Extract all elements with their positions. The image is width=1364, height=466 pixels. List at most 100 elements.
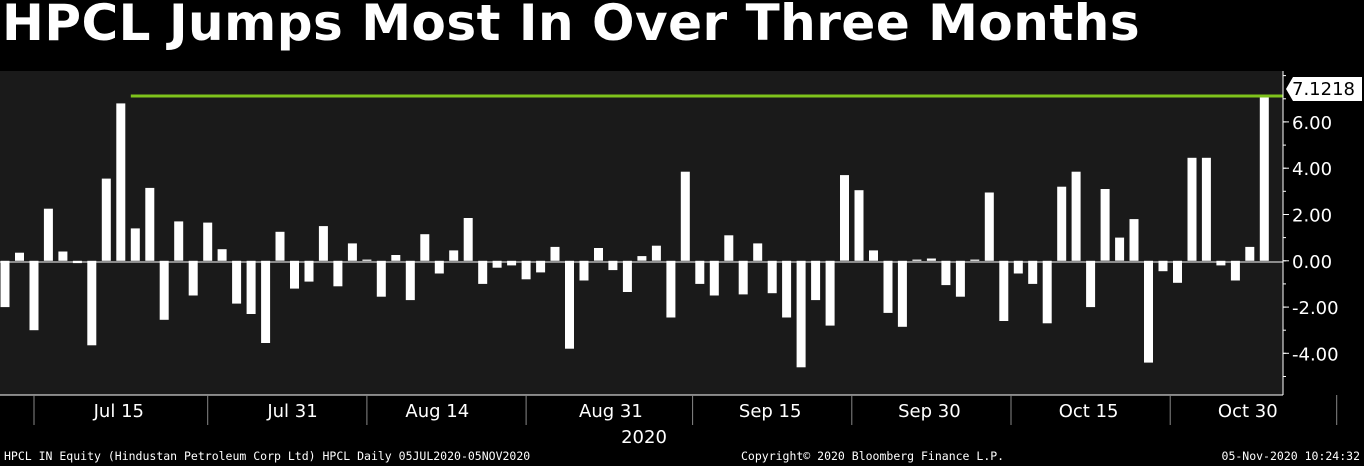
bar [43, 208, 53, 261]
last-value-callout [1286, 76, 1362, 101]
bar [434, 260, 444, 274]
y-tick-label: 0.00 [1292, 252, 1332, 273]
bar [159, 260, 169, 320]
bar [782, 260, 792, 318]
bar [738, 260, 748, 295]
bar [854, 190, 864, 261]
bar [1230, 260, 1240, 281]
x-tick-label: Sep 15 [739, 401, 802, 422]
bar [333, 260, 343, 287]
last-value-label: 7.1218 [1292, 79, 1355, 100]
bar [825, 260, 835, 326]
y-tick-label: -2.00 [1292, 298, 1339, 319]
bar [376, 260, 386, 297]
y-tick-label: 6.00 [1292, 113, 1332, 134]
x-tick-label: Aug 14 [405, 401, 469, 422]
bar [1100, 189, 1110, 261]
bar [796, 260, 806, 368]
bar [1245, 246, 1255, 261]
bar [1071, 171, 1081, 261]
bar [217, 249, 227, 261]
bar [594, 248, 603, 261]
y-tick-label: 4.00 [1292, 159, 1332, 180]
bar [0, 260, 10, 308]
bar [869, 250, 878, 261]
y-axis: 7.1218 6.00 4.00 2.00 0.00 -2.00 -4.00 [1282, 71, 1362, 395]
bar [87, 260, 97, 346]
x-tick-label: Oct 30 [1218, 401, 1278, 422]
bar [926, 258, 936, 261]
bar [811, 260, 821, 301]
bar [1201, 157, 1211, 261]
bar [912, 259, 922, 261]
bar [275, 231, 285, 261]
bar [420, 234, 430, 261]
bar [1144, 260, 1153, 363]
bar [999, 260, 1009, 321]
bar [58, 251, 68, 261]
bar [1057, 186, 1067, 261]
footer-copyright: Copyright© 2020 Bloomberg Finance L.P. [741, 449, 1005, 463]
plot-background [0, 71, 1283, 395]
bar [116, 103, 126, 261]
bar [188, 260, 198, 296]
bar [941, 260, 951, 286]
x-tick-label: Oct 15 [1059, 401, 1119, 422]
bar [318, 226, 328, 261]
bar [232, 260, 242, 304]
bar [203, 222, 213, 261]
chart-title: HPCL Jumps Most In Over Three Months [2, 0, 1141, 52]
bar [1086, 260, 1096, 308]
bar [897, 260, 907, 327]
y-tick-label: 2.00 [1292, 206, 1332, 227]
bar [174, 221, 184, 261]
x-tick-label: Sep 30 [898, 401, 961, 422]
bar [1013, 260, 1023, 274]
x-axis: Jul 15 Jul 31 Aug 14 Aug 31 Sep 15 Sep 30 Oct … [0, 394, 1338, 425]
bar [29, 260, 39, 331]
x-tick-label: Aug 31 [579, 401, 643, 422]
bar [449, 250, 459, 261]
bar [130, 228, 140, 261]
bar [507, 260, 517, 266]
bar [1187, 157, 1197, 261]
bar [391, 255, 401, 261]
bar [767, 260, 777, 294]
bar [290, 260, 299, 289]
bar [492, 260, 502, 268]
bar [536, 260, 546, 273]
bar [680, 171, 690, 261]
bar [1115, 237, 1125, 261]
bar [145, 187, 155, 261]
bar [622, 260, 632, 292]
bar [970, 259, 980, 261]
bar [521, 260, 531, 280]
bar [666, 260, 676, 318]
bar [753, 243, 763, 261]
bar [1259, 96, 1269, 261]
bars-layer [0, 96, 1269, 368]
bar [1158, 260, 1168, 272]
bar [955, 260, 965, 297]
bar [15, 252, 24, 261]
bar [883, 260, 893, 313]
bar [405, 260, 415, 301]
bar [72, 260, 82, 264]
bar [637, 256, 647, 261]
bar [579, 260, 589, 281]
bar [304, 260, 314, 282]
bar [651, 245, 661, 261]
bar [550, 246, 560, 261]
bar [101, 178, 111, 261]
bar [608, 260, 618, 271]
bar [1173, 260, 1182, 283]
bar [362, 259, 372, 261]
bar [261, 260, 271, 343]
bar [695, 260, 705, 284]
footer-security-info: HPCL IN Equity (Hindustan Petroleum Corp… [4, 449, 531, 463]
bar [1042, 260, 1052, 324]
bar [709, 260, 719, 296]
x-tick-label: Jul 31 [266, 401, 317, 422]
bar [463, 218, 473, 261]
